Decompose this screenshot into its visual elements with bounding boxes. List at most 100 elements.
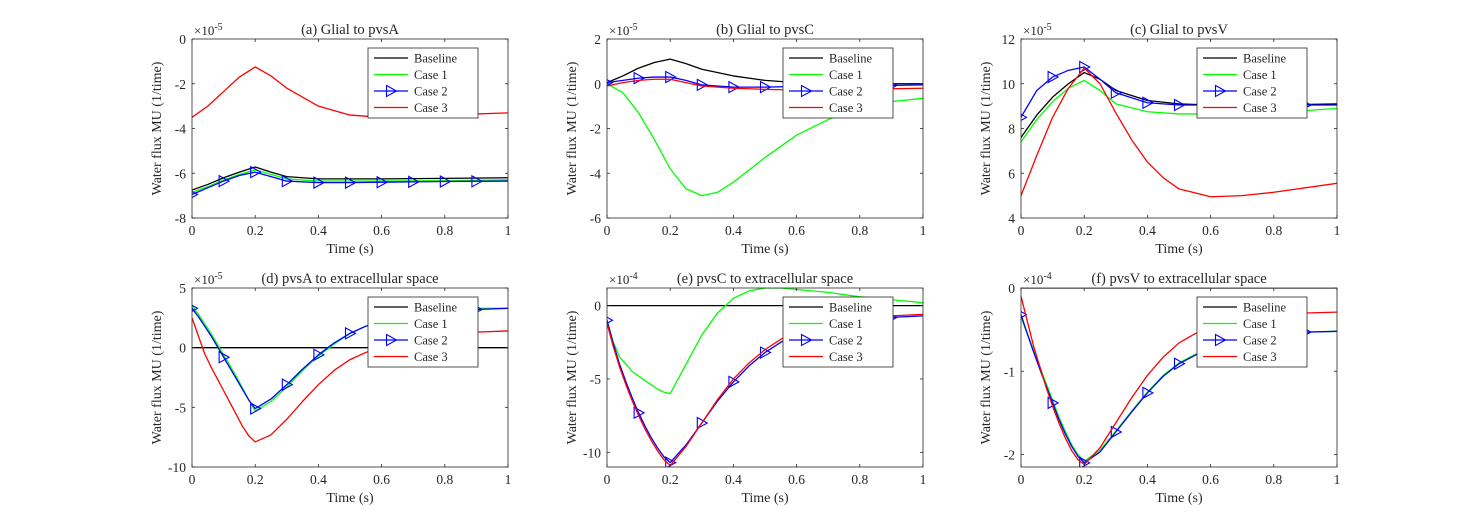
panel-0: 0 0.2 0.4 0.6 0.8 1 -8 -6 -4 -2 0 ×10-5 (a) Glial to…: [150, 22, 511, 257]
y-tick-label: 5: [179, 281, 186, 296]
x-tick-label: 0.6: [373, 223, 390, 238]
legend-box: [782, 296, 894, 368]
legend-box: [782, 47, 894, 119]
legend-label: Case 2: [829, 85, 863, 99]
y-tick-label: -4: [590, 166, 601, 181]
legend: Baseline Case 1 Case 2 Case 3: [782, 47, 894, 119]
y-tick-label: 0: [594, 299, 601, 314]
x-tick-label: 0.4: [310, 472, 327, 487]
legend-label: Case 1: [1243, 317, 1277, 331]
legend-label: Case 3: [414, 101, 448, 115]
series-marker-case-2: [218, 350, 231, 364]
series-marker-case-2: [607, 316, 614, 324]
axis-exponent-label: ×10-5: [194, 22, 223, 38]
legend-marker-case-2: [385, 333, 398, 347]
x-tick-label: 0.4: [725, 472, 742, 487]
x-tick-label: 1: [1334, 472, 1341, 487]
x-tick-label: 1: [505, 472, 512, 487]
legend-marker-case-2: [800, 333, 813, 347]
series-line-case-1: [607, 288, 923, 395]
y-tick-label: 12: [1002, 32, 1016, 47]
legend-label: Case 3: [1243, 101, 1277, 115]
x-axis-label: Time (s): [1155, 242, 1203, 257]
legend-label: Case 1: [1243, 68, 1277, 82]
legend: Baseline Case 1 Case 2 Case 3: [782, 296, 894, 368]
x-axis-label: Time (s): [326, 491, 374, 506]
legend: Baseline Case 1 Case 2 Case 3: [367, 296, 479, 368]
series-marker-case-2: [313, 176, 326, 190]
series-marker-case-2: [192, 190, 199, 199]
y-tick-label: 4: [1008, 211, 1015, 226]
panel-title: (a) Glial to pvsA: [301, 22, 399, 38]
x-tick-label: 0.8: [851, 472, 868, 487]
series-marker-case-2: [1173, 98, 1186, 112]
panel-4: 0 0.2 0.4 0.6 0.8 1 -10 -5 0 ×10-4 (e) pvsC to ext…: [565, 271, 926, 506]
series-marker-case-2: [696, 416, 709, 430]
legend-label: Case 1: [414, 317, 448, 331]
y-tick-label: -2: [175, 77, 186, 92]
y-tick-label: -2: [590, 122, 601, 137]
panel-title: (c) Glial to pvsV: [1130, 22, 1228, 38]
series-marker-case-2: [218, 174, 231, 188]
series-marker-case-2: [1079, 456, 1091, 467]
panel-title: (f) pvsV to extracellular space: [1091, 271, 1266, 287]
x-axis-label: Time (s): [741, 491, 789, 506]
legend: Baseline Case 1 Case 2 Case 3: [1196, 47, 1308, 119]
x-tick-label: 0.2: [662, 223, 679, 238]
x-tick-label: 0.6: [373, 472, 390, 487]
series-line-baseline: [192, 166, 508, 191]
x-tick-label: 0.8: [1265, 472, 1282, 487]
series-marker-case-2: [344, 326, 357, 340]
series-marker-case-2: [439, 175, 452, 188]
series-marker-case-2: [313, 348, 326, 362]
axis-exponent-label: ×10-5: [194, 271, 223, 287]
y-tick-label: 0: [1008, 281, 1015, 296]
legend-label: Case 2: [414, 85, 448, 99]
series-marker-case-2: [250, 402, 262, 415]
y-tick-label: -10: [168, 460, 186, 475]
y-axis-label: Water flux MU (1/time): [565, 61, 580, 195]
y-tick-label: -6: [590, 211, 601, 226]
x-tick-label: 0: [189, 472, 196, 487]
legend-label: Case 3: [829, 101, 863, 115]
x-tick-label: 1: [1334, 223, 1341, 238]
panel-title: (e) pvsC to extracellular space: [677, 271, 853, 287]
x-tick-label: 0: [1018, 223, 1025, 238]
x-tick-label: 1: [505, 223, 512, 238]
y-tick-label: -10: [583, 445, 601, 460]
x-axis-label: Time (s): [326, 242, 374, 257]
x-tick-label: 0.6: [1202, 223, 1219, 238]
series-marker-case-2: [1021, 310, 1028, 319]
legend-label: Case 3: [829, 350, 863, 364]
y-axis-label: Water flux MU (1/time): [979, 61, 994, 195]
legend-label: Baseline: [414, 301, 457, 315]
series-marker-case-2: [1142, 386, 1155, 400]
series-marker-case-2: [408, 175, 420, 189]
legend-box: [1196, 296, 1308, 368]
legend-label: Baseline: [414, 52, 457, 66]
legend-marker-case-2: [800, 84, 813, 98]
x-tick-label: 0.6: [788, 223, 805, 238]
series-marker-case-2: [1110, 425, 1123, 439]
y-tick-label: -8: [175, 211, 186, 226]
series-marker-case-2: [192, 304, 199, 312]
legend-label: Baseline: [1243, 301, 1286, 315]
legend-label: Case 1: [829, 68, 863, 82]
x-tick-label: 0.2: [662, 472, 679, 487]
axis-exponent-label: ×10-4: [609, 271, 638, 287]
series-marker-case-2: [1142, 96, 1155, 110]
series-marker-case-2: [1021, 113, 1028, 121]
axes-box: [1020, 287, 1338, 468]
y-tick-label: -4: [175, 122, 186, 137]
x-tick-label: 0: [604, 472, 611, 487]
series-marker-case-2: [1173, 357, 1186, 371]
x-tick-label: 0.4: [310, 223, 327, 238]
legend-label: Baseline: [829, 52, 872, 66]
series-marker-case-2: [376, 175, 389, 189]
x-tick-label: 0.2: [1076, 472, 1093, 487]
panel-title: (d) pvsA to extracellular space: [261, 271, 438, 287]
legend-label: Case 3: [414, 350, 448, 364]
x-tick-label: 0.2: [1076, 223, 1093, 238]
legend-label: Case 2: [1243, 334, 1277, 348]
